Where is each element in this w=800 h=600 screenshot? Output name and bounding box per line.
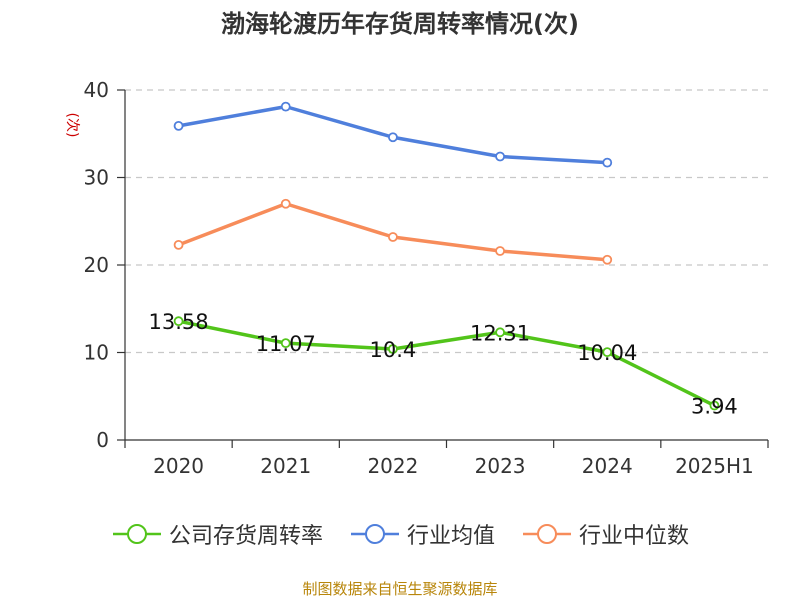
- data-point: [495, 151, 505, 162]
- legend-item: 公司存货周转率: [111, 518, 323, 550]
- legend-item: 行业中位数: [521, 518, 689, 550]
- data-label: 10.04: [577, 341, 637, 365]
- axes: 0 10 20 30 40(次) 2020 2021 2022 2023 2024 2025H1: [64, 78, 769, 478]
- data-label: 3.94: [691, 395, 738, 419]
- data-point: [602, 347, 613, 358]
- legend: 公司存货周转率 行业均值 行业中位数: [0, 518, 800, 550]
- y-tick-label: 20: [84, 253, 109, 277]
- data-point: [280, 198, 291, 209]
- data-point: [495, 327, 505, 338]
- data-point: [388, 344, 398, 354]
- data-point: [388, 132, 398, 143]
- legend-item: 行业均值: [349, 518, 495, 550]
- legend-label: 公司存货周转率: [168, 524, 323, 549]
- x-tick-label: 2022: [367, 454, 418, 478]
- data-label: 12.31: [470, 321, 530, 345]
- x-tick-label: 2025H1: [675, 454, 754, 478]
- data-point: [173, 239, 184, 250]
- x-tick-label: 2023: [475, 454, 526, 478]
- legend-swatch-icon: [523, 524, 571, 544]
- y-tick-label: 40: [84, 78, 109, 102]
- data-point: [173, 120, 184, 131]
- series-lines: [173, 101, 720, 411]
- legend-label: 行业中位数: [579, 524, 690, 549]
- legend-swatch-icon: [112, 524, 161, 544]
- data-point: [602, 157, 613, 168]
- series-line: [177, 202, 608, 262]
- data-label: 10.4: [370, 338, 417, 362]
- chart-title: 渤海轮渡历年存货周转率情况(次): [221, 10, 579, 38]
- data-point: [173, 316, 184, 327]
- data-point: [709, 400, 720, 411]
- series-line: [178, 319, 716, 408]
- data-point: [280, 338, 291, 349]
- data-point: [388, 232, 398, 242]
- legend-swatch-icon: [350, 524, 399, 544]
- x-tick-label: 2024: [582, 454, 633, 478]
- y-tick-label: 0: [96, 428, 109, 452]
- data-point: [602, 254, 613, 265]
- data-labels: 13.58 11.07 10.4 12.31 10.04 3.94: [149, 310, 738, 418]
- y-tick-label: 10: [84, 341, 109, 365]
- x-tick-label: 2021: [260, 454, 311, 478]
- data-label: 13.58: [149, 310, 209, 334]
- gridlines: [125, 89, 768, 354]
- data-point: [495, 246, 505, 256]
- y-tick-label: 30: [84, 166, 109, 190]
- x-tick-label: 2020: [153, 454, 204, 478]
- y-axis-label: (次): [64, 113, 80, 138]
- data-label: 11.07: [256, 332, 316, 356]
- legend-label: 行业均值: [406, 524, 495, 549]
- source-note: 制图数据来自恒生聚源数据库: [302, 580, 498, 598]
- data-point: [280, 101, 291, 112]
